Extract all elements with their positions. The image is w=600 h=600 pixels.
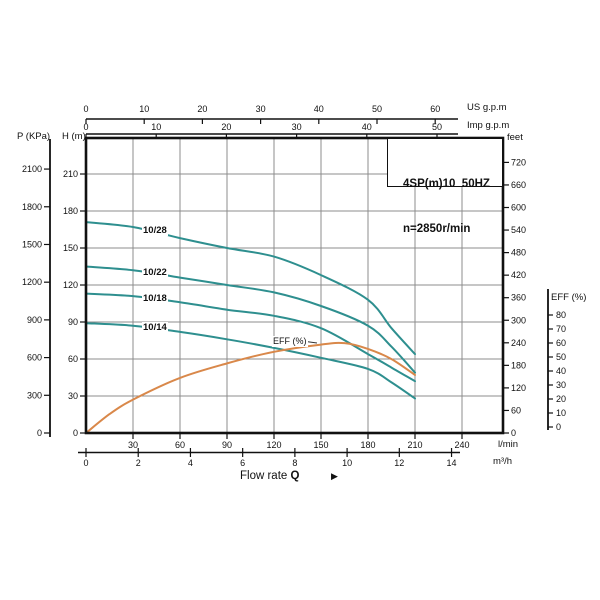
efficiency-curve (85, 341, 416, 434)
curve-label-10-22: 10/22 (142, 267, 168, 278)
imp-gpm-tick-label: 10 (151, 122, 161, 132)
lmin-tick-label: 210 (407, 440, 422, 450)
lmin-tick-label: 150 (313, 440, 328, 450)
h-axis-tick-label: 150 (63, 243, 78, 253)
m3h-tick-label: 12 (394, 458, 404, 468)
pressure-axis-label: P (KPa) (17, 131, 51, 142)
p-axis-tick-label: 1200 (22, 277, 42, 287)
feet-axis-tick-label: 420 (511, 270, 526, 280)
eff-axis-tick-label: 80 (556, 310, 566, 320)
p-axis-tick-label: 2100 (22, 164, 42, 174)
p-axis-tick-label: 300 (27, 390, 42, 400)
eff-axis-tick-label: 50 (556, 352, 566, 362)
m3h-tick-label: 6 (240, 458, 245, 468)
feet-axis-label: feet (507, 132, 523, 143)
feet-axis-tick-label: 180 (511, 360, 526, 370)
h-axis-tick-label: 60 (68, 354, 78, 364)
feet-axis-tick-label: 0 (511, 428, 516, 438)
p-axis-tick-label: 600 (27, 353, 42, 363)
imp-gpm-axis-label: Imp g.p.m (467, 120, 510, 131)
m3h-axis-label: m³/h (493, 456, 512, 467)
imp-gpm-tick-label: 30 (292, 122, 302, 132)
us-gpm-tick-label: 30 (256, 104, 266, 114)
m3h-tick-label: 2 (136, 458, 141, 468)
us-gpm-axis-label: US g.p.m (467, 102, 507, 113)
feet-axis-tick-label: 120 (511, 383, 526, 393)
feet-axis-tick-label: 480 (511, 248, 526, 258)
feet-axis-tick-label: 720 (511, 157, 526, 167)
h-axis-tick-label: 90 (68, 317, 78, 327)
eff-axis-tick-label: 20 (556, 394, 566, 404)
eff-axis-tick-label: 40 (556, 366, 566, 376)
imp-gpm-tick-label: 40 (362, 122, 372, 132)
feet-axis-tick-label: 600 (511, 203, 526, 213)
eff-label-leader (305, 341, 318, 344)
m3h-tick-label: 4 (188, 458, 193, 468)
p-axis-tick-label: 900 (27, 315, 42, 325)
us-gpm-tick-label: 50 (372, 104, 382, 114)
chart-title-box: 4SP(m)10 50HZ n=2850r/min (387, 138, 503, 235)
lmin-tick-label: 240 (454, 440, 469, 450)
m3h-tick-label: 8 (292, 458, 297, 468)
m3h-tick-label: 14 (447, 458, 457, 468)
eff-axis-tick-label: 70 (556, 324, 566, 334)
eff-axis-tick-label: 0 (556, 422, 561, 432)
curve-label-10-18: 10/18 (142, 293, 168, 304)
eff-axis-tick-label: 60 (556, 338, 566, 348)
flow-rate-text: Flow rate (240, 470, 288, 482)
eff-axis-label: EFF (%) (551, 292, 587, 303)
us-gpm-tick-label: 0 (83, 104, 88, 114)
efficiency-curve-label: EFF (%) (272, 336, 308, 347)
lmin-tick-label: 30 (128, 440, 138, 450)
m3h-tick-label: 10 (342, 458, 352, 468)
feet-axis-tick-label: 240 (511, 338, 526, 348)
head-axis-label: H (m) (62, 131, 86, 142)
curve-label-10-14: 10/14 (142, 322, 168, 333)
h-axis-tick-label: 120 (63, 280, 78, 290)
curve-label-10-28: 10/28 (142, 225, 168, 236)
h-axis-tick-label: 30 (68, 391, 78, 401)
head-curve-10-14 (85, 322, 416, 400)
us-gpm-tick-label: 20 (197, 104, 207, 114)
lmin-tick-label: 120 (266, 440, 281, 450)
feet-axis-tick-label: 540 (511, 225, 526, 235)
lmin-tick-label: 180 (360, 440, 375, 450)
m3h-tick-label: 0 (83, 458, 88, 468)
feet-axis-tick-label: 660 (511, 180, 526, 190)
imp-gpm-tick-label: 20 (221, 122, 231, 132)
us-gpm-tick-label: 10 (139, 104, 149, 114)
imp-gpm-tick-label: 50 (432, 122, 442, 132)
flow-direction-arrow-icon: ▶ (331, 471, 338, 481)
feet-axis-tick-label: 360 (511, 293, 526, 303)
h-axis-tick-label: 0 (73, 428, 78, 438)
h-axis-tick-label: 210 (63, 169, 78, 179)
flow-rate-symbol: Q (290, 470, 300, 482)
feet-axis-tick-label: 300 (511, 315, 526, 325)
eff-axis-tick-label: 10 (556, 408, 566, 418)
imp-gpm-tick-label: 0 (83, 122, 88, 132)
p-axis-tick-label: 1800 (22, 202, 42, 212)
us-gpm-tick-label: 40 (314, 104, 324, 114)
lmin-tick-label: 90 (222, 440, 232, 450)
us-gpm-tick-label: 60 (430, 104, 440, 114)
p-axis-tick-label: 0 (37, 428, 42, 438)
eff-axis-tick-label: 30 (556, 380, 566, 390)
h-axis-tick-label: 180 (63, 206, 78, 216)
chart-subtitle: n=2850r/min (403, 223, 471, 235)
flow-rate-caption: Flow rate Q (240, 470, 299, 482)
lmin-tick-label: 60 (175, 440, 185, 450)
lmin-axis-label: l/min (498, 439, 519, 450)
p-axis-tick-label: 1500 (22, 239, 42, 249)
feet-axis-tick-label: 60 (511, 405, 521, 415)
chart-title: 4SP(m)10 50HZ (403, 178, 490, 190)
